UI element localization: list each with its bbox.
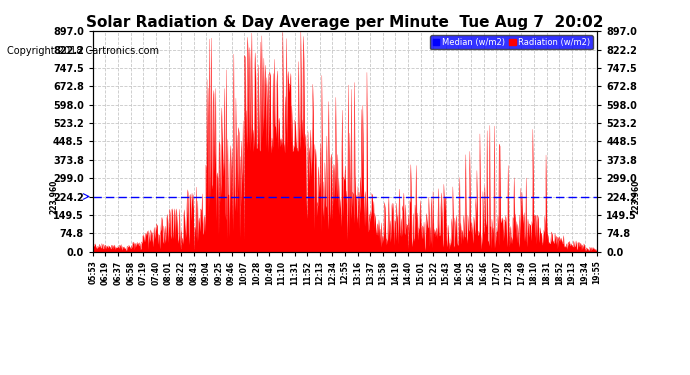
Title: Solar Radiation & Day Average per Minute  Tue Aug 7  20:02: Solar Radiation & Day Average per Minute… <box>86 15 604 30</box>
Legend: Median (w/m2), Radiation (w/m2): Median (w/m2), Radiation (w/m2) <box>431 35 593 50</box>
Text: 223.960: 223.960 <box>50 179 59 214</box>
Text: Copyright 2018 Cartronics.com: Copyright 2018 Cartronics.com <box>7 46 159 56</box>
Text: 223.960: 223.960 <box>631 179 640 214</box>
